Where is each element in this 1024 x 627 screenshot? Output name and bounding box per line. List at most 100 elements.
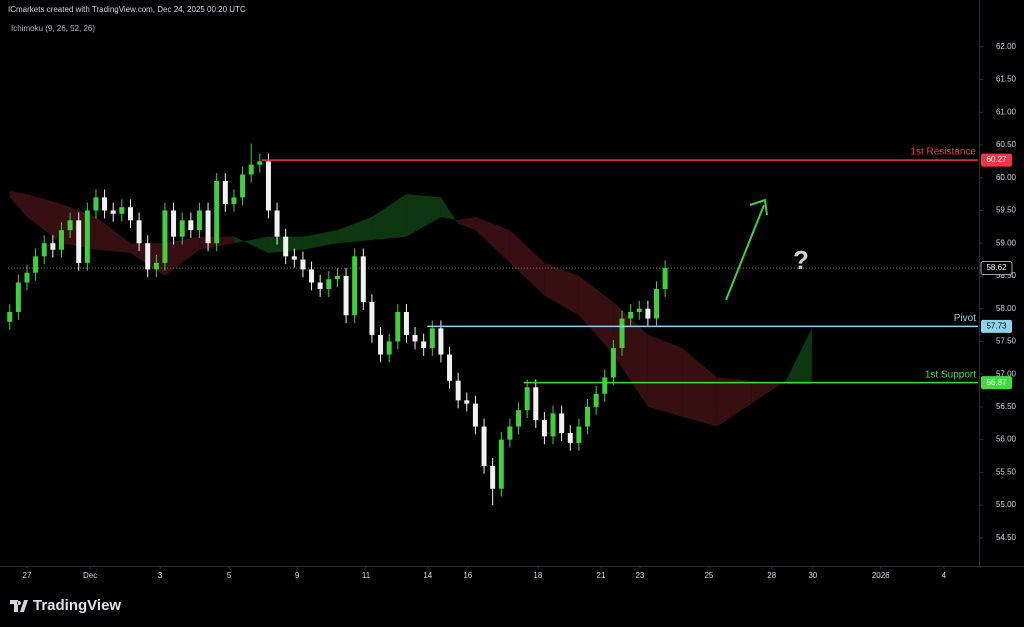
candle-body — [214, 181, 220, 244]
candle — [76, 212, 82, 271]
candle — [231, 189, 237, 212]
candle — [567, 425, 573, 451]
x-tick-label: 3 — [158, 571, 163, 580]
candle — [179, 212, 185, 245]
candle-body — [136, 220, 142, 244]
candle-body — [84, 210, 90, 263]
candle — [58, 222, 64, 258]
y-tick-label: 57.00 — [996, 369, 1017, 378]
candle — [533, 379, 539, 428]
candle — [395, 304, 401, 350]
candle-body — [585, 406, 591, 427]
candle-body — [593, 393, 599, 407]
candle-body — [654, 289, 660, 319]
candle — [481, 418, 487, 474]
level-tag — [981, 319, 1012, 333]
candle — [41, 235, 47, 265]
candle-body — [628, 311, 634, 319]
candle-body — [24, 272, 30, 283]
candle-body — [369, 302, 375, 335]
candle-body — [421, 341, 427, 348]
candle — [662, 260, 668, 297]
candle-body — [317, 282, 323, 290]
candle — [438, 320, 444, 363]
candle — [619, 310, 625, 356]
candle-body — [283, 236, 289, 257]
cloud-segment — [337, 217, 372, 244]
x-tick-label: 9 — [295, 571, 300, 580]
candle — [171, 202, 177, 245]
cloud-segment — [458, 217, 476, 231]
candle — [283, 228, 289, 265]
cloud-segment — [544, 262, 579, 316]
candle-body — [291, 256, 297, 260]
x-tick-label: 2026 — [872, 571, 890, 580]
candle — [214, 173, 220, 252]
candle-body — [93, 197, 99, 211]
candle-body — [257, 161, 263, 165]
cloud-segment — [682, 347, 717, 427]
candle — [386, 333, 392, 363]
candle — [145, 235, 151, 278]
credit: ICmarkets created with TradingView.com, … — [8, 5, 246, 14]
candle — [317, 274, 323, 297]
cloud-segment — [9, 190, 27, 218]
x-tick-label: 5 — [227, 571, 232, 580]
candle — [455, 372, 461, 409]
candle — [291, 248, 297, 268]
cloud-segment — [716, 377, 752, 427]
cloud-segment — [233, 236, 269, 254]
level-tag-label: 60.27 — [986, 155, 1007, 164]
level-label: Pivot — [954, 313, 976, 324]
candle-body — [76, 220, 82, 263]
candle — [472, 395, 478, 435]
candle-body — [67, 220, 73, 231]
candle-body — [127, 207, 133, 221]
candle — [559, 405, 565, 441]
level-tag — [981, 376, 1012, 390]
candle-body — [171, 210, 177, 237]
candle — [7, 304, 13, 330]
indicator-label: Ichimoku (9, 26, 52, 26) — [11, 24, 95, 33]
candle — [93, 189, 99, 219]
candle-body — [524, 387, 530, 411]
y-tick-label: 55.00 — [996, 500, 1017, 509]
candle — [334, 268, 340, 288]
candle-body — [576, 426, 582, 443]
candle — [33, 248, 39, 281]
x-tick-label: 28 — [767, 571, 776, 580]
candle — [127, 199, 133, 229]
candle-body — [231, 197, 237, 204]
level-label: 1st Resistance — [910, 147, 976, 158]
candle-body — [447, 354, 453, 381]
candle-body — [50, 243, 56, 250]
candle — [15, 274, 21, 320]
cloud-segment — [475, 217, 510, 263]
candle-body — [360, 256, 366, 303]
y-tick-label: 55.50 — [996, 467, 1017, 476]
candle — [585, 399, 591, 435]
candle-body — [205, 210, 211, 244]
candle-body — [15, 282, 21, 312]
candle — [576, 418, 582, 451]
x-tick-label: Dec — [83, 571, 97, 580]
y-tick-label: 61.00 — [996, 107, 1017, 116]
brand-logo — [10, 600, 28, 612]
arrow-head — [749, 198, 768, 216]
candle-body — [110, 210, 116, 214]
candle-body — [326, 279, 332, 290]
y-tick-label: 62.00 — [996, 42, 1017, 51]
candle-body — [265, 161, 271, 211]
y-tick-label: 60.00 — [996, 173, 1017, 182]
y-tick-label: 60.50 — [996, 140, 1017, 149]
candle-body — [490, 465, 496, 489]
x-tick-label: 23 — [635, 571, 644, 580]
candle — [610, 340, 616, 386]
candle — [162, 202, 168, 271]
candle — [205, 202, 211, 252]
level-tag — [981, 153, 1012, 167]
candle-body — [464, 400, 470, 404]
candle-body — [662, 268, 668, 290]
